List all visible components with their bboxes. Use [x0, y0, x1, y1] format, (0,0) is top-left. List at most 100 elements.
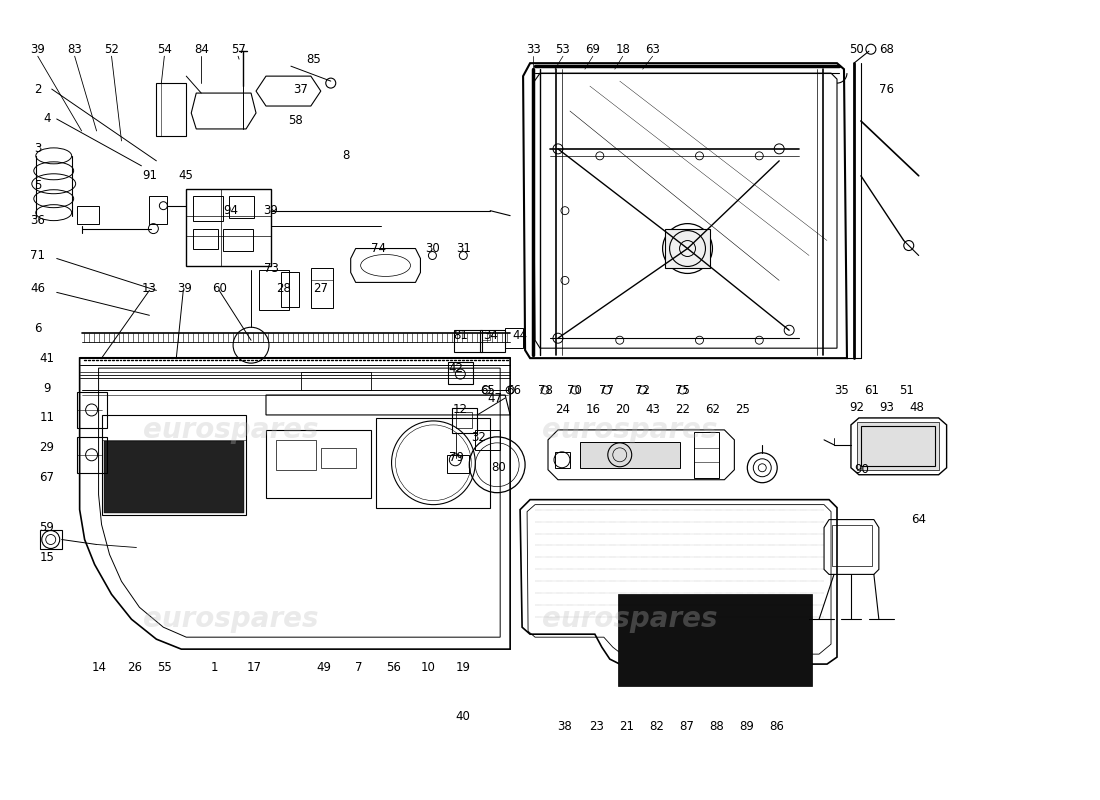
Text: 32: 32	[471, 431, 486, 444]
Text: 24: 24	[556, 403, 571, 417]
Bar	[454, 330, 482, 352]
Bar	[77, 206, 99, 224]
Text: 42: 42	[449, 362, 464, 374]
Text: 12: 12	[453, 403, 468, 417]
Text: 53: 53	[556, 42, 570, 56]
Bar	[321, 448, 355, 468]
Text: eurospares: eurospares	[542, 606, 717, 634]
Text: 19: 19	[455, 661, 471, 674]
Text: 52: 52	[104, 42, 119, 56]
Text: 4: 4	[43, 113, 51, 126]
Text: 69: 69	[585, 42, 601, 56]
Text: 28: 28	[276, 282, 292, 295]
Text: 29: 29	[40, 442, 54, 454]
Text: 89: 89	[739, 720, 754, 734]
Bar	[448, 455, 470, 473]
Text: 73: 73	[264, 262, 278, 275]
Text: 26: 26	[126, 661, 142, 674]
Text: 21: 21	[619, 720, 635, 734]
Bar	[194, 229, 218, 249]
Bar	[229, 196, 254, 218]
Text: 90: 90	[855, 463, 869, 476]
Text: 77: 77	[600, 383, 614, 397]
Text: 51: 51	[900, 383, 914, 397]
Text: 75: 75	[675, 383, 690, 397]
Bar	[103, 441, 244, 513]
Text: 10: 10	[421, 661, 436, 674]
Text: 20: 20	[615, 403, 630, 417]
Text: 14: 14	[92, 661, 107, 674]
Text: 60: 60	[211, 282, 227, 295]
Text: 64: 64	[911, 513, 926, 526]
Bar	[301, 372, 371, 390]
Text: 38: 38	[558, 720, 572, 734]
Text: 45: 45	[179, 170, 194, 182]
Bar	[150, 196, 167, 224]
Text: 11: 11	[40, 411, 54, 425]
Bar	[618, 594, 812, 686]
Bar	[580, 442, 680, 468]
Text: 7: 7	[355, 661, 362, 674]
Text: 16: 16	[585, 403, 601, 417]
Text: 34: 34	[483, 329, 497, 342]
Text: 65: 65	[480, 383, 495, 397]
Text: 27: 27	[314, 282, 328, 295]
Bar	[40, 530, 62, 550]
Text: 5: 5	[34, 179, 42, 192]
Text: 83: 83	[67, 42, 82, 56]
Text: 1: 1	[210, 661, 218, 674]
Text: 43: 43	[646, 403, 660, 417]
Text: 30: 30	[425, 242, 440, 255]
Text: 70: 70	[568, 383, 582, 397]
Bar	[258, 270, 289, 310]
Bar	[449, 362, 473, 384]
Text: 3: 3	[34, 142, 42, 155]
Text: eurospares: eurospares	[542, 416, 717, 444]
Bar	[77, 392, 107, 428]
Bar	[857, 422, 938, 470]
Bar	[280, 273, 299, 307]
Text: 39: 39	[31, 42, 45, 56]
Text: 80: 80	[491, 462, 506, 474]
Bar	[475, 430, 500, 450]
Text: 63: 63	[646, 42, 660, 56]
Text: 56: 56	[386, 661, 402, 674]
Bar	[556, 452, 570, 468]
Bar	[375, 418, 491, 508]
Text: 25: 25	[735, 403, 750, 417]
Text: eurospares: eurospares	[143, 416, 319, 444]
Text: 79: 79	[449, 451, 464, 464]
Text: 48: 48	[910, 402, 924, 414]
Text: 55: 55	[157, 661, 172, 674]
Text: 93: 93	[879, 402, 894, 414]
Text: 91: 91	[142, 170, 157, 182]
Bar	[505, 328, 524, 348]
Bar	[77, 437, 107, 473]
Text: 2: 2	[34, 82, 42, 95]
Text: 58: 58	[288, 114, 304, 127]
Text: 6: 6	[34, 322, 42, 334]
Text: 82: 82	[649, 720, 664, 734]
Text: 78: 78	[538, 383, 552, 397]
Text: 66: 66	[506, 383, 520, 397]
Text: 33: 33	[526, 42, 540, 56]
Text: 76: 76	[879, 82, 894, 95]
Bar	[456, 412, 472, 428]
Text: 17: 17	[246, 661, 262, 674]
Bar	[452, 408, 477, 433]
Text: 62: 62	[705, 403, 719, 417]
Bar	[832, 525, 872, 566]
Text: 35: 35	[835, 383, 849, 397]
Bar	[223, 229, 253, 250]
Text: 41: 41	[40, 352, 54, 365]
Text: 54: 54	[157, 42, 172, 56]
Text: 87: 87	[679, 720, 694, 734]
Text: 57: 57	[231, 42, 245, 56]
Bar	[311, 269, 333, 308]
Text: 71: 71	[31, 249, 45, 262]
Text: 92: 92	[849, 402, 865, 414]
Text: 31: 31	[455, 242, 471, 255]
Text: 9: 9	[43, 382, 51, 394]
Text: 8: 8	[342, 150, 350, 162]
Text: 37: 37	[294, 82, 308, 95]
